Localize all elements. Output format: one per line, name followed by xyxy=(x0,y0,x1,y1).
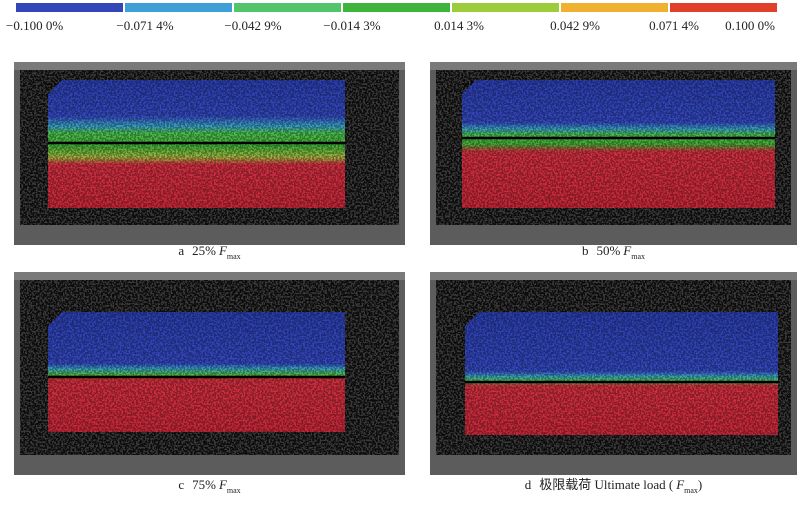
colorbar-label: 0.014 3% xyxy=(434,18,484,33)
colorbar-segment xyxy=(16,3,123,12)
caption-symbol: F xyxy=(675,477,685,492)
caption-symbol: F xyxy=(218,477,228,492)
panel-top-strip xyxy=(14,62,405,70)
colorbar-label: 0.042 9% xyxy=(550,18,600,33)
colorbar-label: −0.014 3% xyxy=(323,18,380,33)
colorbar-segment xyxy=(234,3,341,12)
caption-letter: c xyxy=(178,477,184,492)
panel: c 75% Fmax xyxy=(14,272,405,495)
strain-speckle xyxy=(462,80,775,208)
caption-letter: d xyxy=(525,477,532,492)
colorbar-label: −0.071 4% xyxy=(116,18,173,33)
panel-caption: a 25% Fmax xyxy=(178,243,240,261)
colorbar-segment xyxy=(343,3,450,12)
caption-subscript: max xyxy=(227,252,241,261)
panel: b 50% Fmax xyxy=(430,62,797,261)
colorbar-segment xyxy=(125,3,232,12)
caption-letter: a xyxy=(178,243,184,258)
caption-symbol: F xyxy=(218,243,228,258)
panel-top-strip xyxy=(14,272,405,280)
panel: a 25% Fmax xyxy=(14,62,405,261)
colorbar-label: −0.042 9% xyxy=(224,18,281,33)
panel-caption: c 75% Fmax xyxy=(178,477,240,495)
caption-text: 25% xyxy=(192,243,216,258)
caption-suffix: ) xyxy=(698,477,702,492)
panel-caption: d 极限载荷 Ultimate load (Fmax) xyxy=(525,477,703,495)
colorbar-segment xyxy=(670,3,777,12)
strain-speckle xyxy=(465,312,778,435)
panel-top-strip xyxy=(430,272,797,280)
colorbar-segment xyxy=(561,3,668,12)
caption-subscript: max xyxy=(227,486,241,495)
strain-speckle xyxy=(48,312,345,432)
caption-text: 极限载荷 Ultimate load ( xyxy=(539,477,673,492)
panel: d 极限载荷 Ultimate load (Fmax) xyxy=(430,272,797,495)
panel-caption: b 50% Fmax xyxy=(582,243,645,261)
caption-subscript: max xyxy=(631,252,645,261)
caption-text: 50% xyxy=(596,243,620,258)
caption-symbol: F xyxy=(622,243,632,258)
panel-top-strip xyxy=(430,62,797,70)
colorbar-segment xyxy=(452,3,559,12)
colorbar-label: −0.100 0% xyxy=(6,18,63,33)
colorbar-label: 0.100 0% xyxy=(725,18,775,33)
caption-subscript: max xyxy=(684,486,698,495)
colorbar-label: 0.071 4% xyxy=(649,18,699,33)
caption-letter: b xyxy=(582,243,589,258)
caption-text: 75% xyxy=(192,477,216,492)
